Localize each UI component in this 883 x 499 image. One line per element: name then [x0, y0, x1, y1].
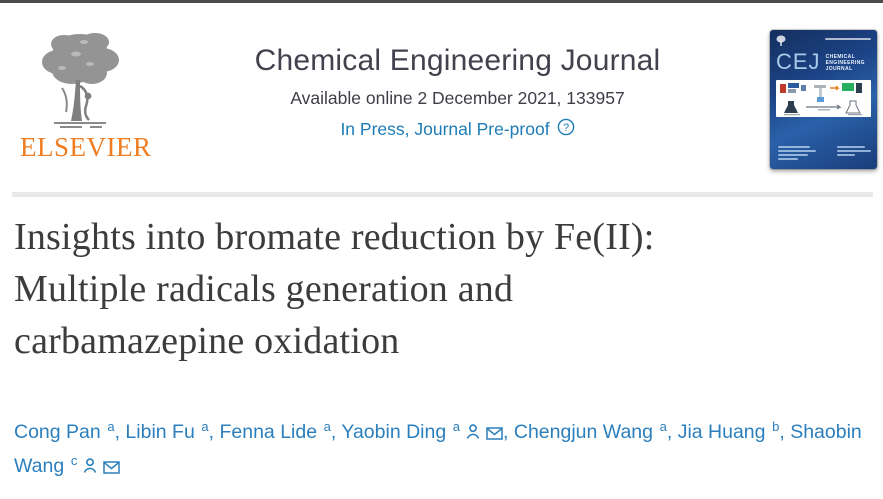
article-title-line: carbamazepine oxidation: [14, 320, 400, 362]
publisher-logo-block: ELSEVIER: [20, 24, 152, 163]
author-link[interactable]: Jia Huang b: [677, 419, 780, 443]
status-row: In Press, Journal Pre-proof ?: [150, 118, 765, 141]
envelope-icon[interactable]: [486, 427, 503, 440]
author-list: Cong Pan a, Libin Fu a, Fenna Lide a, Ya…: [14, 419, 862, 477]
author-affiliation-sup: a: [320, 419, 331, 434]
availability-line: Available online 2 December 2021, 133957: [290, 88, 625, 108]
author-link[interactable]: Cong Pan a: [14, 419, 115, 443]
author-link[interactable]: Yaobin Ding a: [341, 419, 503, 443]
author-link[interactable]: Fenna Lide a: [219, 419, 331, 443]
author-link[interactable]: Shaobin Wang c: [14, 421, 862, 477]
journal-title: Chemical Engineering Journal: [254, 44, 661, 77]
top-border: [0, 0, 883, 3]
question-mark-circle-icon[interactable]: ?: [557, 118, 575, 141]
article-title-line: Insights into bromate reduction by Fe(II…: [14, 216, 655, 258]
envelope-icon[interactable]: [103, 461, 121, 474]
author-link[interactable]: Libin Fu a: [125, 419, 209, 443]
publisher-wordmark: ELSEVIER: [20, 132, 152, 162]
author-affiliation-sup: b: [768, 419, 780, 434]
cover-journal-name: CHEMICAL ENGINEERING JOURNAL: [825, 54, 865, 72]
in-press-link[interactable]: In Press, Journal Pre-proof: [340, 119, 550, 139]
corresponding-author-icons: [460, 421, 503, 443]
person-icon[interactable]: [465, 423, 481, 440]
section-divider: [12, 192, 873, 197]
cover-volume-line: [825, 38, 871, 40]
corresponding-author-icons: [77, 455, 121, 477]
cover-feature-text: [837, 146, 871, 162]
author-affiliation-sup: a: [449, 419, 461, 434]
article-title-line: Multiple radicals generation and: [14, 268, 514, 310]
journal-header: Chemical Engineering Journal Available o…: [150, 44, 765, 141]
cover-masthead: CEJ CHEMICAL ENGINEERING JOURNAL: [776, 51, 871, 73]
author-affiliation-sup: a: [197, 419, 209, 434]
cover-top-row: [776, 35, 871, 47]
svg-text:?: ?: [563, 122, 569, 134]
person-icon[interactable]: [82, 457, 98, 474]
cover-abbrev: CEJ: [776, 49, 821, 74]
article-title: Insights into bromate reduction by Fe(II…: [14, 211, 854, 367]
cover-artwork: [776, 80, 871, 117]
author-affiliation-sup: a: [656, 419, 667, 434]
cover-footer-text: [778, 146, 871, 162]
author-affiliation-sup: a: [103, 419, 115, 434]
author-link[interactable]: Chengjun Wang a: [513, 419, 667, 443]
cover-editors-text: [778, 146, 816, 162]
author-affiliation-sup: c: [67, 453, 78, 468]
elsevier-tree-logo: [42, 33, 119, 128]
cover-tree-icon: [776, 35, 786, 46]
journal-cover-thumbnail[interactable]: CEJ CHEMICAL ENGINEERING JOURNAL: [770, 30, 877, 169]
